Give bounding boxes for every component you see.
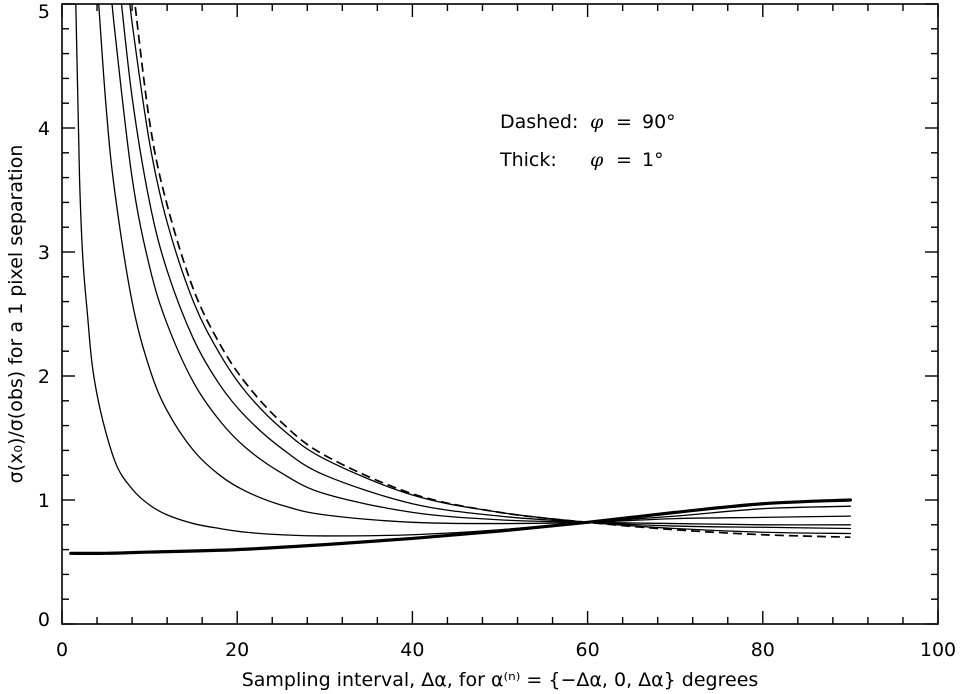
x-tick-label: 80 (751, 639, 775, 661)
annotation-dashed-eq: = (616, 111, 632, 133)
y-tick-label: 1 (38, 490, 50, 512)
y-tick-labels: 0 1 2 3 4 5 (38, 1, 50, 631)
plot-frame (61, 3, 939, 625)
series-line-phi-30 (98, 4, 852, 525)
series-line-phi-15 (75, 4, 852, 537)
series-line-phi-75 (129, 4, 852, 535)
y-axis-title: σ(x₀)/σ(obs) for a 1 pixel separation (5, 145, 27, 484)
y-tick-label: 0 (38, 609, 50, 631)
series-line-phi-45 (111, 4, 852, 526)
axis-ticks (61, 3, 939, 625)
x-tick-label: 0 (56, 639, 68, 661)
x-tick-label: 100 (920, 639, 956, 661)
y-tick-label: 2 (38, 366, 50, 388)
x-tick-label: 40 (400, 639, 424, 661)
annotation-thick-value: 1° (642, 149, 664, 171)
series-line-phi-90 (134, 4, 851, 539)
x-tick-labels: 0 20 40 60 80 100 (56, 639, 956, 661)
annotation-dashed-value: 90° (642, 111, 676, 133)
x-tick-label: 20 (225, 639, 249, 661)
annotation-thick-eq: = (616, 149, 632, 171)
x-axis-title: Sampling interval, Δα, for α⁽ⁿ⁾ = {−Δα, … (242, 669, 759, 691)
annotation-dashed-label: Dashed: (500, 111, 578, 133)
annotation-thick-label: Thick: (499, 149, 557, 171)
y-tick-label: 5 (38, 1, 50, 23)
series-group (69, 4, 852, 556)
y-tick-label: 3 (38, 242, 50, 264)
annotation-thick: Thick: φ = 1° (499, 149, 664, 171)
series-line-phi-60 (120, 4, 852, 530)
annotation-dashed-symbol: φ (590, 111, 604, 133)
y-tick-label: 4 (38, 118, 50, 140)
annotation-dashed: Dashed: φ = 90° (500, 111, 676, 133)
x-tick-label: 60 (576, 639, 600, 661)
series-line-phi-1 (69, 498, 852, 556)
annotation-thick-symbol: φ (590, 149, 604, 171)
